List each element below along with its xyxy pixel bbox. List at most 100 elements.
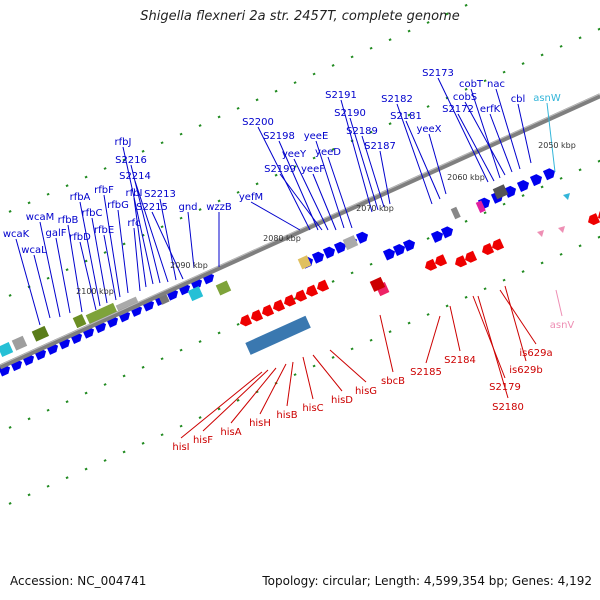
label-rfbF: rfbF: [94, 185, 114, 196]
label-hisG-leader: [329, 349, 367, 383]
label-yeeE-leader: [315, 140, 345, 229]
mid-tick: [483, 211, 487, 215]
label-rfbJ: rfbJ: [115, 137, 132, 148]
outer-tick: [540, 261, 544, 265]
label-S2173-leader: [437, 77, 489, 183]
feature-block: [450, 206, 461, 220]
label-is629b-leader: [504, 285, 527, 362]
top-tick: [8, 210, 12, 213]
top-tick: [27, 201, 31, 205]
mid-tick: [369, 262, 373, 266]
kbp-marker: 2070 kbp: [356, 204, 394, 213]
label-S2179: S2179: [489, 382, 521, 393]
label-rfbG-leader: [117, 209, 129, 294]
inner-tick: [540, 53, 544, 57]
label-hisC-leader: [302, 356, 314, 400]
outer-tick: [293, 373, 297, 377]
top-tick: [312, 72, 316, 76]
label-rfbD: rfbD: [69, 232, 91, 243]
label-is629b: is629b: [509, 365, 542, 376]
outer-tick: [483, 287, 487, 291]
forward-gene: [516, 179, 530, 192]
label-gnd-leader: [187, 211, 195, 269]
inner-tick: [407, 113, 411, 117]
reverse-gene: [251, 309, 264, 322]
label-wzzB: wzzB: [206, 202, 232, 213]
top-tick: [65, 184, 69, 188]
mid-tick: [464, 219, 468, 223]
label-hisF: hisF: [193, 435, 213, 446]
label-wcaK-leader: [15, 238, 41, 326]
label-hisD-leader: [312, 354, 343, 392]
outer-tick: [236, 398, 240, 402]
mid-tick: [27, 417, 31, 421]
forward-gene: [382, 248, 396, 261]
label-hisH-leader: [259, 363, 287, 415]
label-wcaL-leader: [33, 254, 51, 319]
top-tick: [103, 167, 107, 170]
top-tick: [160, 141, 164, 145]
inner-tick: [331, 148, 335, 151]
forward-gene: [430, 230, 444, 243]
feature-block: [0, 342, 14, 358]
top-tick: [445, 12, 449, 16]
top-tick: [141, 149, 145, 153]
forward-gene: [322, 246, 336, 259]
reverse-gene: [262, 304, 275, 317]
inner-tick: [8, 294, 12, 297]
inner-tick: [255, 182, 259, 186]
top-tick: [407, 29, 411, 33]
label-S2199-leader: [279, 173, 323, 231]
label-sbcB-leader: [379, 314, 394, 373]
inner-tick: [293, 165, 297, 169]
top-tick: [198, 124, 202, 127]
mid-tick: [521, 194, 525, 197]
label-hisA: hisA: [220, 427, 241, 438]
label-cobT-leader: [470, 88, 501, 179]
trna-asnV: [537, 230, 544, 237]
label-nac-leader: [495, 88, 521, 170]
forward-gene: [440, 226, 454, 239]
label-is629a-leader: [499, 289, 537, 345]
mid-tick: [331, 280, 335, 283]
label-wcaL: wcaL: [21, 245, 47, 256]
inner-tick: [179, 216, 183, 220]
label-hisH: hisH: [249, 418, 271, 429]
reverse-gene: [284, 294, 297, 307]
label-cobS-leader: [464, 101, 506, 176]
top-tick: [46, 192, 50, 196]
mid-tick: [578, 168, 582, 172]
forward-gene: [355, 231, 369, 244]
inner-tick: [84, 259, 88, 263]
top-tick: [350, 55, 354, 59]
kbp-marker: 2080 kbp: [263, 234, 301, 243]
label-S2214-leader: [134, 180, 169, 283]
label-S2185-leader: [425, 315, 441, 364]
label-S2187: S2187: [364, 141, 396, 152]
label-rfbE-leader: [103, 234, 117, 301]
label-yeeF-leader: [312, 173, 337, 231]
label-S2182: S2182: [381, 94, 413, 105]
label-S2213-leader: [159, 198, 177, 281]
reverse-gene: [588, 213, 600, 226]
label-wcaK: wcaK: [3, 229, 30, 240]
label-S2181: S2181: [390, 111, 422, 122]
inner-tick: [369, 130, 373, 134]
feature-block: [85, 302, 118, 326]
inner-tick: [46, 276, 50, 280]
mid-tick: [198, 340, 202, 343]
reverse-gene: [295, 289, 308, 302]
label-cbl-leader: [517, 103, 532, 164]
label-S2215: S2215: [136, 202, 168, 213]
label-galF: galF: [45, 228, 66, 239]
kbp-marker: 2100 kbp: [76, 287, 114, 296]
label-asnV-leader: [555, 289, 563, 317]
label-hisI-leader: [180, 371, 263, 439]
outer-tick: [217, 407, 221, 411]
label-S2214: S2214: [119, 171, 151, 182]
feature-block: [492, 184, 509, 200]
label-rfbC-leader: [91, 217, 108, 304]
mid-tick: [350, 271, 354, 275]
mid-tick: [179, 348, 183, 352]
label-S2191: S2191: [325, 90, 357, 101]
